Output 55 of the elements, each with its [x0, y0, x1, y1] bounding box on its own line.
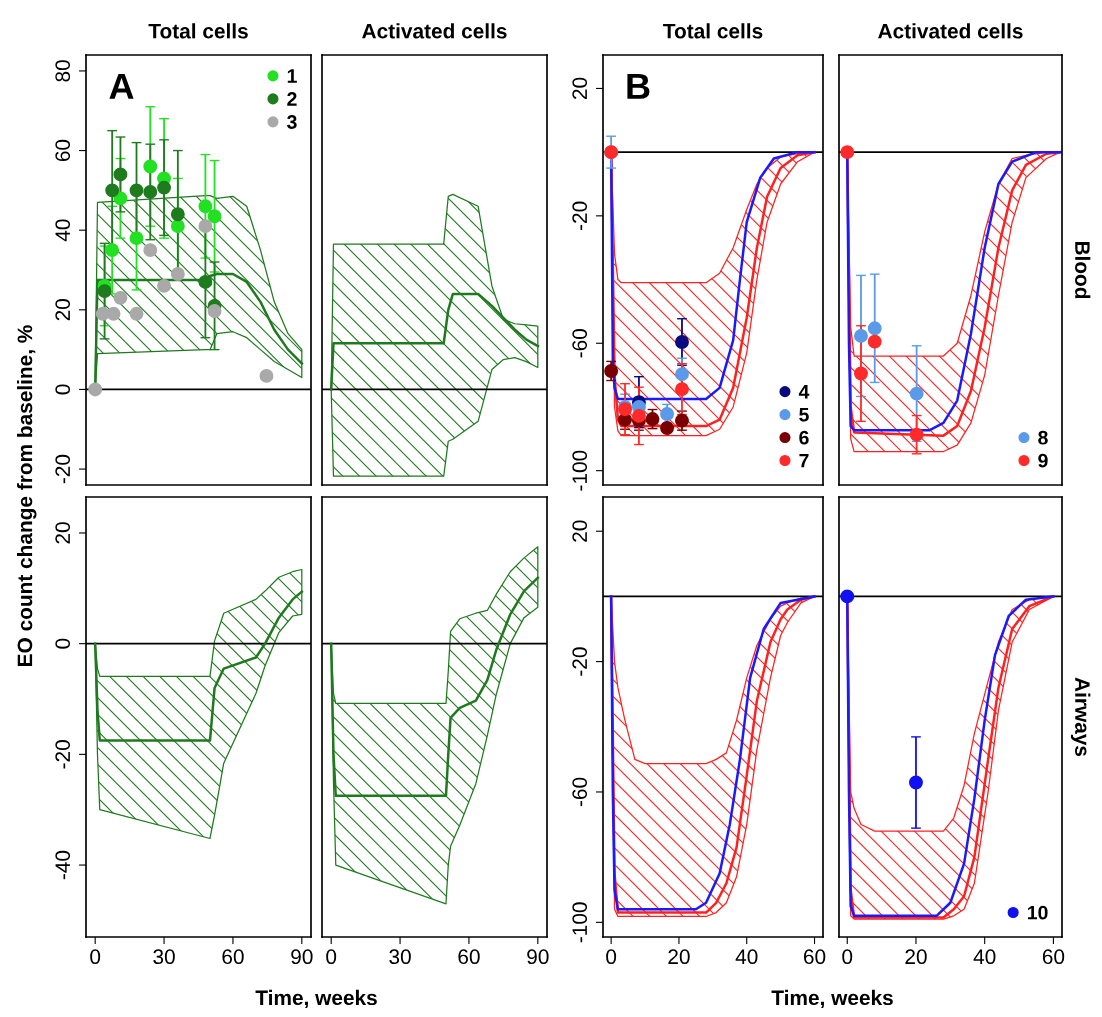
y2-axis-title: Airways [1070, 677, 1091, 757]
y-tick-label: -60 [572, 329, 588, 358]
x-tick-label: 20 [668, 949, 690, 965]
y2-axis-title: Blood [1075, 241, 1091, 299]
legend-label: 5 [799, 408, 809, 422]
x-tick-label: 30 [389, 949, 411, 965]
legend-label: 7 [799, 453, 809, 468]
y-tick-label: -20 [55, 454, 71, 484]
legend-label: 2 [287, 92, 297, 106]
y-tick-label: 80 [55, 60, 71, 82]
x-tick-label: 90 [527, 949, 549, 965]
y-tick-label: 20 [55, 522, 71, 544]
legend-label: 4 [798, 385, 810, 399]
x-tick-label: 40 [973, 949, 996, 965]
x-tick-label: 20 [905, 949, 927, 965]
x-tick-label: 60 [1042, 949, 1065, 965]
legend-label: 6 [799, 430, 809, 445]
annotation: B [627, 73, 650, 99]
x-axis-title: Time, weeks [771, 989, 893, 1009]
x-tick-label: 40 [735, 949, 758, 965]
y-tick-label: -100 [572, 450, 588, 491]
x-tick-label: 0 [842, 949, 853, 965]
y-tick-label: -100 [572, 902, 588, 943]
y-tick-label: 20 [55, 299, 71, 321]
y-tick-label: 60 [55, 139, 71, 162]
legend-label: 9 [1038, 453, 1048, 468]
legend-label: 10 [1027, 905, 1048, 920]
legend-label: 3 [287, 115, 297, 129]
legend-label: 1 [287, 69, 297, 83]
x-tick-label: 0 [326, 949, 337, 965]
y-tick-label: -20 [55, 740, 71, 769]
annotation: A [109, 73, 134, 99]
y-tick-label: 0 [55, 638, 71, 649]
chart-title: Activated cells [362, 23, 507, 39]
y-tick-label: 20 [572, 520, 588, 542]
y-tick-label: -20 [572, 201, 588, 230]
y-tick-label: -20 [572, 647, 588, 676]
chart-title: Total cells [663, 23, 763, 39]
y-tick-label: 0 [55, 384, 71, 395]
x-tick-label: 60 [222, 949, 244, 965]
x-tick-label: 0 [90, 949, 101, 965]
x-tick-label: 90 [291, 949, 313, 965]
chart-title: Activated cells [878, 23, 1023, 39]
y-tick-label: -60 [572, 777, 588, 807]
x-tick-label: 60 [804, 949, 826, 965]
y-tick-label: -40 [55, 850, 71, 880]
y-axis-title: EO count change from baseline, % [16, 325, 37, 666]
x-tick-label: 30 [153, 949, 175, 965]
legend-label: 8 [1038, 430, 1048, 445]
x-tick-label: 60 [458, 949, 480, 965]
y-tick-label: 20 [572, 77, 588, 99]
x-axis-title: Time, weeks [255, 989, 377, 1009]
x-tick-label: 0 [606, 949, 617, 965]
chart-title: Total cells [148, 23, 248, 39]
y-tick-label: 40 [55, 219, 71, 242]
